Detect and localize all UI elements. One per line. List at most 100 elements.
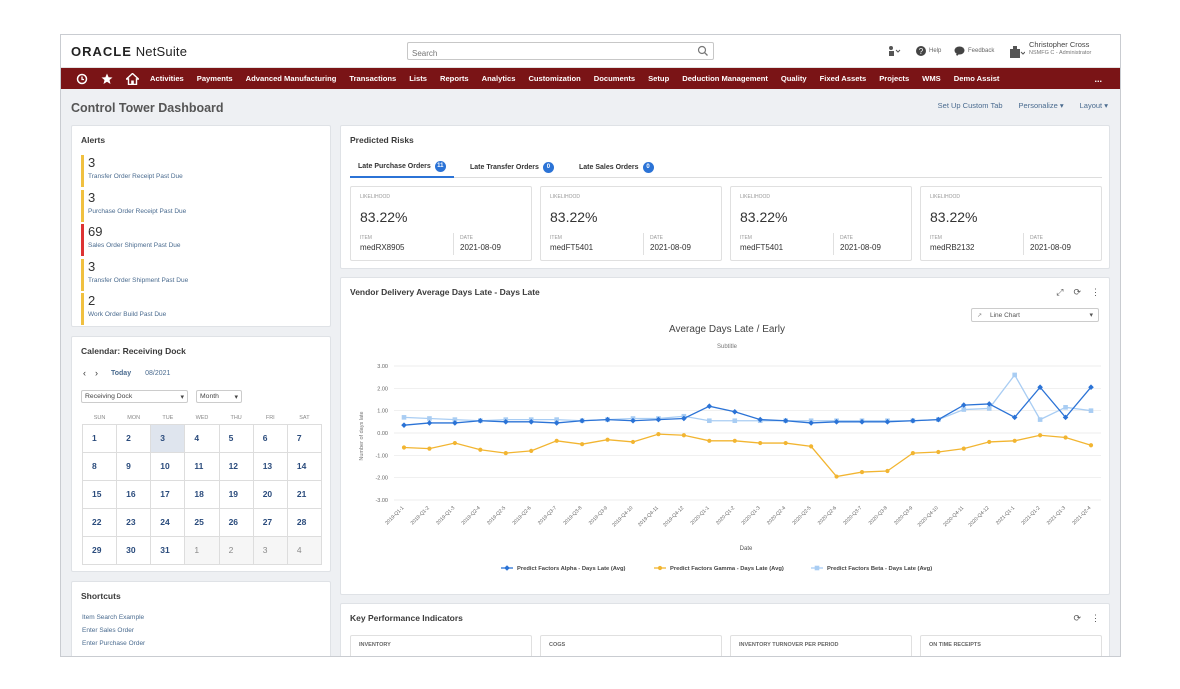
recent-records-button[interactable]	[887, 44, 904, 58]
calendar-day[interactable]: 8	[81, 451, 118, 481]
risk-card[interactable]: LIKELIHOOD 83.22% ITEM medFT5401 DATE 20…	[730, 186, 912, 261]
personalize-menu[interactable]: Personalize	[1019, 101, 1064, 110]
calendar-day[interactable]: 10	[150, 451, 186, 481]
set-up-custom-tab-link[interactable]: Set Up Custom Tab	[937, 101, 1003, 110]
calendar-day-today[interactable]: 3	[150, 423, 186, 453]
kpi-card[interactable]: ON TIME RECEIPTS	[920, 635, 1102, 656]
alert-item[interactable]: 3 Transfer Order Receipt Past Due	[81, 155, 281, 187]
nav-payments[interactable]: Payments	[196, 74, 233, 83]
prev-month-icon[interactable]: ‹	[83, 368, 86, 378]
netsuite-logo[interactable]: ORACLE NetSuite	[71, 44, 187, 59]
nav-transactions[interactable]: Transactions	[349, 74, 397, 83]
alert-item[interactable]: 3 Purchase Order Receipt Past Due	[81, 190, 281, 222]
search-input[interactable]	[408, 45, 688, 62]
shortcut-link[interactable]: Enter Sales Order	[82, 627, 135, 634]
tab-late-sales-orders[interactable]: Late Sales Orders 0	[579, 156, 654, 178]
nav-projects[interactable]: Projects	[879, 74, 910, 83]
search-icon[interactable]	[697, 45, 709, 57]
nav-fixed-assets[interactable]: Fixed Assets	[819, 74, 867, 83]
alert-label[interactable]: Work Order Build Past Due	[88, 311, 167, 318]
layout-menu[interactable]: Layout	[1080, 101, 1108, 110]
nav-customization[interactable]: Customization	[528, 74, 581, 83]
calendar-day[interactable]: 17	[150, 479, 186, 509]
nav-deduction-management[interactable]: Deduction Management	[682, 74, 768, 83]
calendar-day[interactable]: 20	[252, 479, 288, 509]
calendar-day[interactable]: 19	[218, 479, 254, 509]
calendar-day[interactable]: 21	[286, 479, 323, 509]
user-menu[interactable]: Christopher Cross NSMFG C - Administrato…	[1029, 40, 1091, 58]
nav-lists[interactable]: Lists	[409, 74, 427, 83]
nav-more[interactable]: ...	[1094, 73, 1102, 84]
refresh-icon[interactable]: ⟳	[1073, 287, 1081, 297]
calendar-day[interactable]: 29	[81, 535, 118, 565]
calendar-day[interactable]: 25	[184, 507, 220, 537]
alert-label[interactable]: Purchase Order Receipt Past Due	[88, 208, 187, 215]
calendar-day[interactable]: 14	[286, 451, 323, 481]
kpi-card[interactable]: COGS	[540, 635, 722, 656]
calendar-day[interactable]: 22	[81, 507, 118, 537]
nav-setup[interactable]: Setup	[648, 74, 670, 83]
nav-documents[interactable]: Documents	[593, 74, 636, 83]
calendar-day[interactable]: 16	[116, 479, 152, 509]
calendar-day-next-month[interactable]: 2	[218, 535, 254, 565]
today-button[interactable]: Today	[111, 369, 132, 377]
kpi-card[interactable]: INVENTORY TURNOVER PER PERIOD	[730, 635, 912, 656]
expand-icon[interactable]: ⤢	[1056, 287, 1064, 297]
favorites-star-icon[interactable]	[100, 72, 114, 86]
role-menu-button[interactable]	[1009, 44, 1028, 58]
nav-activities[interactable]: Activities	[150, 74, 184, 83]
tab-late-transfer-orders[interactable]: Late Transfer Orders 0	[470, 156, 554, 178]
calendar-day-next-month[interactable]: 4	[286, 535, 323, 565]
feedback-button[interactable]: Feedback	[954, 44, 994, 58]
alert-label[interactable]: Transfer Order Receipt Past Due	[88, 173, 183, 180]
tab-late-purchase-orders[interactable]: Late Purchase Orders 11	[350, 156, 454, 178]
help-button[interactable]: ? Help	[916, 44, 941, 58]
nav-analytics[interactable]: Analytics	[481, 74, 516, 83]
calendar-day-next-month[interactable]: 1	[184, 535, 220, 565]
next-month-icon[interactable]: ›	[95, 368, 98, 378]
calendar-day[interactable]: 7	[286, 423, 323, 453]
chart-type-select[interactable]: ↗ Line Chart ▾	[971, 308, 1099, 322]
calendar-day[interactable]: 5	[218, 423, 254, 453]
nav-quality[interactable]: Quality	[780, 74, 807, 83]
nav-wms[interactable]: WMS	[922, 74, 941, 83]
recent-icon[interactable]	[75, 72, 89, 86]
calendar-day[interactable]: 13	[252, 451, 288, 481]
alert-label[interactable]: Sales Order Shipment Past Due	[88, 242, 181, 249]
calendar-day[interactable]: 1	[81, 423, 118, 453]
shortcut-link[interactable]: Item Search Example	[82, 614, 145, 621]
risk-card[interactable]: LIKELIHOOD 83.22% ITEM medFT5401 DATE 20…	[540, 186, 722, 261]
calendar-day[interactable]: 24	[150, 507, 186, 537]
calendar-day[interactable]: 12	[218, 451, 254, 481]
refresh-icon[interactable]: ⟳	[1073, 613, 1081, 623]
more-options-icon[interactable]: ⋮	[1091, 287, 1100, 297]
calendar-day[interactable]: 9	[116, 451, 152, 481]
calendar-day[interactable]: 11	[184, 451, 220, 481]
alert-label[interactable]: Transfer Order Shipment Past Due	[88, 277, 189, 284]
global-search[interactable]	[407, 42, 714, 62]
calendar-day[interactable]: 30	[116, 535, 152, 565]
risk-card[interactable]: LIKELIHOOD 83.22% ITEM medRX8905 DATE 20…	[350, 186, 532, 261]
risk-card[interactable]: LIKELIHOOD 83.22% ITEM medRB2132 DATE 20…	[920, 186, 1102, 261]
calendar-location-select[interactable]: Receiving Dock ▾	[81, 390, 188, 403]
calendar-day-next-month[interactable]: 3	[252, 535, 288, 565]
calendar-day[interactable]: 15	[81, 479, 118, 509]
alert-item[interactable]: 2 Work Order Build Past Due	[81, 293, 281, 325]
nav-demo-assist[interactable]: Demo Assist	[953, 74, 1000, 83]
calendar-day[interactable]: 28	[286, 507, 323, 537]
calendar-day[interactable]: 27	[252, 507, 288, 537]
more-options-icon[interactable]: ⋮	[1091, 613, 1100, 623]
home-icon[interactable]	[125, 72, 139, 86]
alert-item[interactable]: 3 Transfer Order Shipment Past Due	[81, 259, 281, 291]
shortcut-link[interactable]: Enter Purchase Order	[82, 640, 146, 647]
calendar-day[interactable]: 6	[252, 423, 288, 453]
kpi-card[interactable]: INVENTORY	[350, 635, 532, 656]
calendar-day[interactable]: 18	[184, 479, 220, 509]
calendar-day[interactable]: 26	[218, 507, 254, 537]
nav-reports[interactable]: Reports	[439, 74, 469, 83]
nav-advanced-manufacturing[interactable]: Advanced Manufacturing	[245, 74, 337, 83]
calendar-day[interactable]: 2	[116, 423, 152, 453]
alert-item[interactable]: 69 Sales Order Shipment Past Due	[81, 224, 281, 256]
calendar-day[interactable]: 23	[116, 507, 152, 537]
calendar-day[interactable]: 4	[184, 423, 220, 453]
